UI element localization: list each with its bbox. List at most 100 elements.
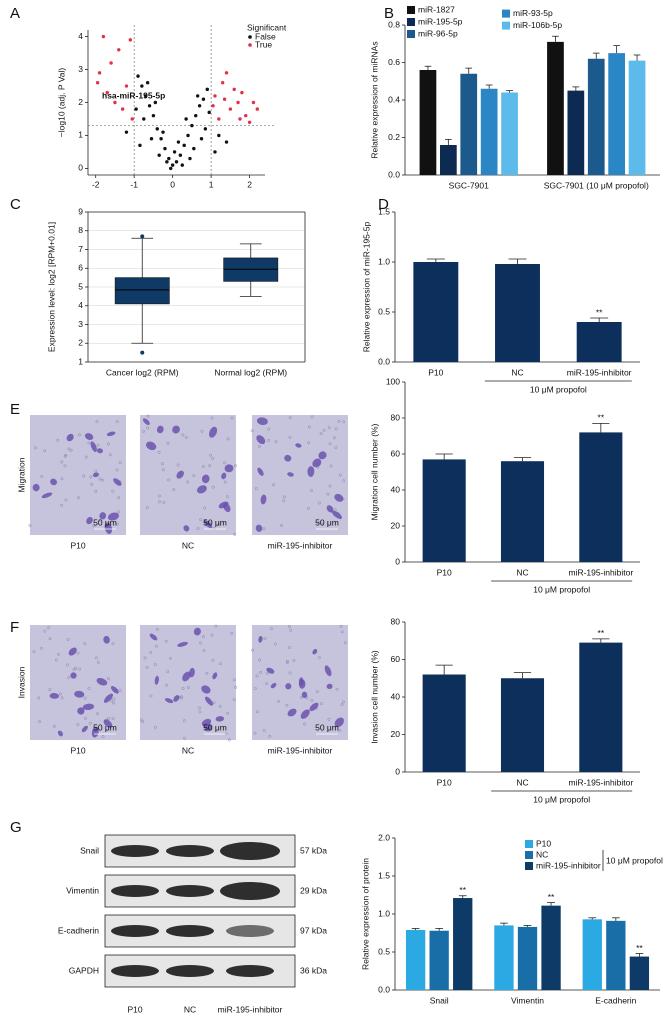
bar <box>500 678 545 772</box>
y-tick-label: 1.0 <box>378 908 390 918</box>
bar <box>608 53 626 175</box>
bar <box>422 674 466 772</box>
point <box>176 140 181 144</box>
y-tick-label: 0.8 <box>388 19 400 29</box>
lane-label: miR-195-inhibitor <box>218 1004 283 1014</box>
pore <box>153 663 157 666</box>
y-axis-label: Expression level: log2 [RPM+0.01] <box>46 222 56 352</box>
pore <box>317 501 321 505</box>
point <box>142 117 146 121</box>
point <box>144 94 148 98</box>
point <box>167 156 171 161</box>
blot-band <box>220 842 280 860</box>
cell <box>224 464 234 473</box>
pore <box>83 642 87 646</box>
pore <box>307 506 310 510</box>
pore <box>96 660 100 664</box>
pore <box>88 721 92 725</box>
cell <box>172 425 180 434</box>
pore <box>63 454 67 458</box>
blot-band <box>111 965 159 977</box>
blot-band <box>166 885 214 897</box>
point <box>222 97 227 101</box>
pore <box>69 448 73 452</box>
cell <box>312 648 318 655</box>
cell <box>182 671 191 682</box>
pore <box>83 696 87 700</box>
point <box>109 61 113 65</box>
pore <box>335 687 339 691</box>
significance: ** <box>598 628 605 638</box>
pore <box>319 432 323 436</box>
x-tick-label: P10 <box>437 777 452 787</box>
pore <box>292 659 296 662</box>
pore <box>186 480 190 484</box>
bar <box>541 905 561 990</box>
pore <box>76 723 80 727</box>
x-tick-label: 0 <box>170 179 175 189</box>
point <box>182 143 186 148</box>
point <box>184 117 188 121</box>
pore <box>78 667 82 671</box>
pore <box>154 644 158 648</box>
point <box>178 153 183 157</box>
legend-swatch <box>407 18 415 26</box>
pore <box>118 461 122 465</box>
pore <box>157 494 161 498</box>
pore <box>111 489 115 493</box>
legend-swatch <box>525 851 533 859</box>
pore <box>158 500 161 504</box>
pore <box>155 628 159 631</box>
pore <box>162 500 166 504</box>
pore <box>217 523 221 527</box>
pore <box>328 442 332 446</box>
pore <box>199 641 203 645</box>
y-tick-label: 2.0 <box>378 832 390 842</box>
pore <box>181 686 185 690</box>
x-tick-label: SGC-7901 (10 μM propofol) <box>544 180 649 190</box>
micrograph-caption: NC <box>182 540 194 550</box>
group-label: 10 μM propofol <box>530 384 587 394</box>
cell <box>149 633 158 641</box>
scale-bar-label: 50 μm <box>203 517 227 527</box>
pore <box>186 686 190 689</box>
pore <box>101 735 105 739</box>
cell <box>157 425 164 434</box>
scale-bar-label: 50 μm <box>203 722 227 732</box>
pore <box>28 524 32 527</box>
pore <box>47 626 51 630</box>
significance: ** <box>636 943 643 953</box>
point <box>120 107 125 111</box>
bar <box>501 92 518 175</box>
bar <box>429 930 449 990</box>
pore <box>112 697 116 701</box>
pore <box>90 482 94 486</box>
pore <box>115 468 119 472</box>
legend-marker <box>248 35 252 39</box>
cell <box>96 677 108 686</box>
bar <box>587 58 605 175</box>
x-tick-label: Cancer log2 (RPM) <box>106 367 179 377</box>
significance: ** <box>596 307 603 317</box>
pore <box>209 453 212 457</box>
cell <box>324 665 332 677</box>
legend-swatch <box>525 862 533 870</box>
pore <box>109 699 113 703</box>
point <box>138 143 142 148</box>
cell <box>74 690 85 698</box>
x-tick-label: NC <box>511 367 523 377</box>
pore <box>199 518 203 522</box>
flier <box>140 234 145 239</box>
y-tick-label: 2 <box>78 338 83 348</box>
pore <box>146 414 150 418</box>
blot-band <box>166 845 214 857</box>
x-tick-label: P10 <box>437 567 452 577</box>
pore <box>210 633 214 637</box>
pore <box>183 736 186 740</box>
pore <box>310 489 313 492</box>
point <box>205 87 209 92</box>
legend-label: miR-1827 <box>418 4 455 14</box>
pore <box>332 436 336 440</box>
pore <box>172 488 176 492</box>
point <box>211 104 215 108</box>
